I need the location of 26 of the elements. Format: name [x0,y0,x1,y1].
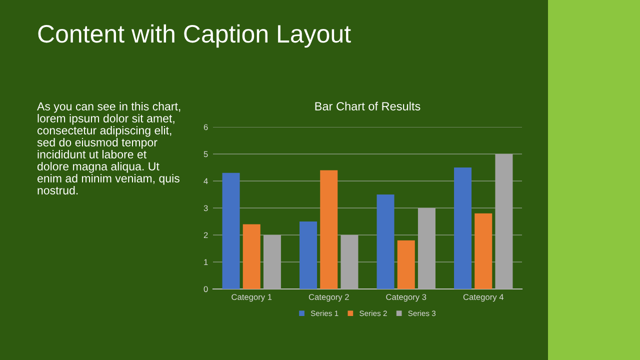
bar [242,224,260,289]
bar [474,213,492,289]
y-tick-label: 1 [204,259,208,266]
bar [495,154,513,289]
bar [454,168,472,289]
bar [320,170,338,289]
bar [397,240,415,289]
y-tick-label: 5 [204,151,208,158]
y-tick-label: 6 [204,124,208,130]
y-tick-label: 4 [204,178,208,184]
chart-subtitle: Bar Chart of Results [315,102,420,110]
y-tick-label: 2 [204,232,208,238]
chart-title: Content with Caption Layout [38,24,351,48]
bar [300,222,318,289]
bar [222,172,240,289]
x-tick-label: Category 3 [386,294,426,302]
y-tick-label: 0 [204,286,208,292]
text: As you can see in this chart, lorem ipsum dolor sit amet, consectetur adipiscing elit, sed do eiusmod tempor incididunt ut labore et dolore magna aliqua. Ut enim ad minim veniam, quis nostrud. [37,102,180,194]
bar [418,208,436,289]
x-tick-label: Category 4 [463,294,504,302]
y-tick-label: 3 [204,205,208,212]
bar [376,194,394,289]
bar [340,235,358,289]
x-tick-label: Category 2 [308,294,349,302]
bar [263,235,281,289]
x-tick-label: Category 1 [232,294,272,302]
